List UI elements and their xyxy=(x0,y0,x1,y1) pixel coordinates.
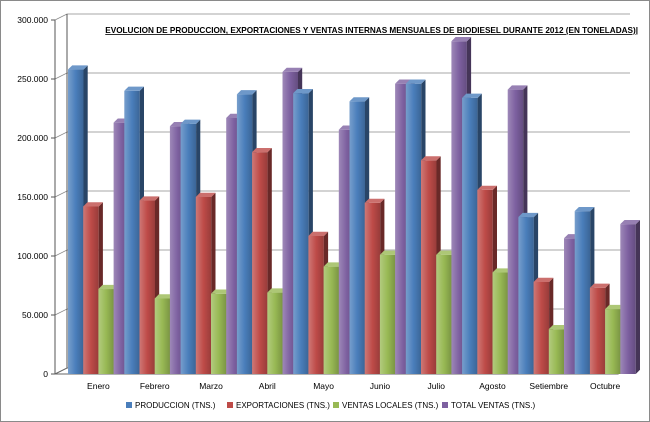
bar-front xyxy=(98,289,114,374)
bar-top xyxy=(477,185,497,190)
bar-top xyxy=(139,196,160,201)
bar-3-9 xyxy=(620,219,640,374)
legend: PRODUCCION (TNS.) EXPORTACIONES (TNS.) VEN… xyxy=(126,401,535,410)
bar-front xyxy=(180,123,197,374)
bar-front xyxy=(421,160,437,374)
bar-front xyxy=(436,254,452,374)
bar-top xyxy=(83,202,103,207)
legend-label: PRODUCCION (TNS.) xyxy=(135,401,216,410)
bar-front xyxy=(620,224,636,374)
bar-top xyxy=(154,294,175,299)
x-category-label: Octubre xyxy=(590,381,621,391)
bar-front xyxy=(349,101,365,375)
bar-front xyxy=(605,309,621,374)
bar-front xyxy=(267,292,283,374)
bar-top xyxy=(236,90,257,95)
bar-front xyxy=(83,206,99,374)
x-category-label: Junio xyxy=(370,381,391,391)
y-tick-label: 300.000 xyxy=(17,15,48,25)
bar-top xyxy=(267,288,287,293)
y-tick-label: 50.000 xyxy=(22,310,48,320)
x-category-label: Agosto xyxy=(479,381,506,391)
bar-top xyxy=(180,119,201,124)
x-category-label: Enero xyxy=(87,381,110,391)
legend-swatch xyxy=(333,402,339,408)
bar-top xyxy=(195,192,216,197)
bar-top xyxy=(574,206,595,212)
bar-top xyxy=(405,79,426,84)
legend-swatch xyxy=(442,402,448,408)
bar-front xyxy=(548,329,565,374)
legend-swatch xyxy=(227,402,233,408)
bar-front xyxy=(589,287,606,374)
bar-front xyxy=(68,69,84,374)
bar-front xyxy=(195,197,212,374)
y-tick-label: 100.000 xyxy=(17,251,48,261)
bar-front xyxy=(139,200,155,374)
bar-top xyxy=(436,250,456,255)
bar-front xyxy=(533,281,550,374)
bar-top xyxy=(451,37,472,42)
bar-top xyxy=(421,156,441,161)
bar-front xyxy=(124,90,140,375)
bar-top xyxy=(323,262,344,267)
chart-title: EVOLUCION DE PRODUCCION, EXPORTACIONES Y… xyxy=(105,26,638,35)
bar-front xyxy=(252,152,268,374)
x-category-label: Febrero xyxy=(140,381,170,391)
bar-top xyxy=(605,304,625,310)
bar-top xyxy=(68,65,88,70)
y-tick-label: 150.000 xyxy=(17,192,48,202)
bar-top xyxy=(252,147,272,153)
bar-top xyxy=(589,283,610,288)
bar-front xyxy=(308,235,324,374)
x-category-label: Marzo xyxy=(199,381,223,391)
x-category-label: Julio xyxy=(427,381,445,391)
bar-top xyxy=(507,85,528,90)
bar-top xyxy=(548,324,569,330)
y-tick-label: 200.000 xyxy=(17,133,48,143)
bar-top xyxy=(211,289,231,294)
bar-top xyxy=(379,250,400,255)
bar-top xyxy=(293,88,313,94)
bar-top xyxy=(620,219,640,225)
bar-front xyxy=(574,211,591,374)
bar-top xyxy=(462,93,482,98)
bar-front xyxy=(492,272,508,374)
bar-top xyxy=(349,97,370,102)
x-category-label: Mayo xyxy=(313,381,334,391)
bar-top xyxy=(364,198,385,203)
bar-top xyxy=(492,268,513,273)
x-category-label: Setiembre xyxy=(529,381,568,391)
bar-top xyxy=(282,67,303,72)
bar-side xyxy=(635,219,640,374)
bar-top xyxy=(518,212,539,218)
bar-front xyxy=(364,202,381,374)
bar-top xyxy=(124,86,144,91)
labels: 0 50.000 100.000 150.000 200.000 250.000 300.0… xyxy=(17,15,620,391)
bar-top xyxy=(308,231,329,236)
x-category-label: Abril xyxy=(259,381,276,391)
y-tick-label: 250.000 xyxy=(17,74,48,84)
legend-label: EXPORTACIONES (TNS.) xyxy=(236,401,330,410)
bar-front xyxy=(323,266,340,374)
bar-front xyxy=(379,254,396,374)
bar-front xyxy=(518,217,534,374)
bar-front xyxy=(236,94,253,374)
bar-front xyxy=(293,93,309,374)
bar-front xyxy=(462,97,478,374)
bar-top xyxy=(98,284,119,290)
bar-front xyxy=(405,83,422,374)
bar-front xyxy=(154,298,171,374)
legend-label: VENTAS LOCALES (TNS.) xyxy=(342,401,439,410)
bar-top xyxy=(533,277,554,282)
legend-swatch xyxy=(126,402,132,408)
bar-front xyxy=(477,189,493,374)
legend-label: TOTAL VENTAS (TNS.) xyxy=(451,401,535,410)
bar-front xyxy=(211,293,227,374)
bars xyxy=(68,37,640,375)
y-tick-label: 0 xyxy=(43,369,48,379)
